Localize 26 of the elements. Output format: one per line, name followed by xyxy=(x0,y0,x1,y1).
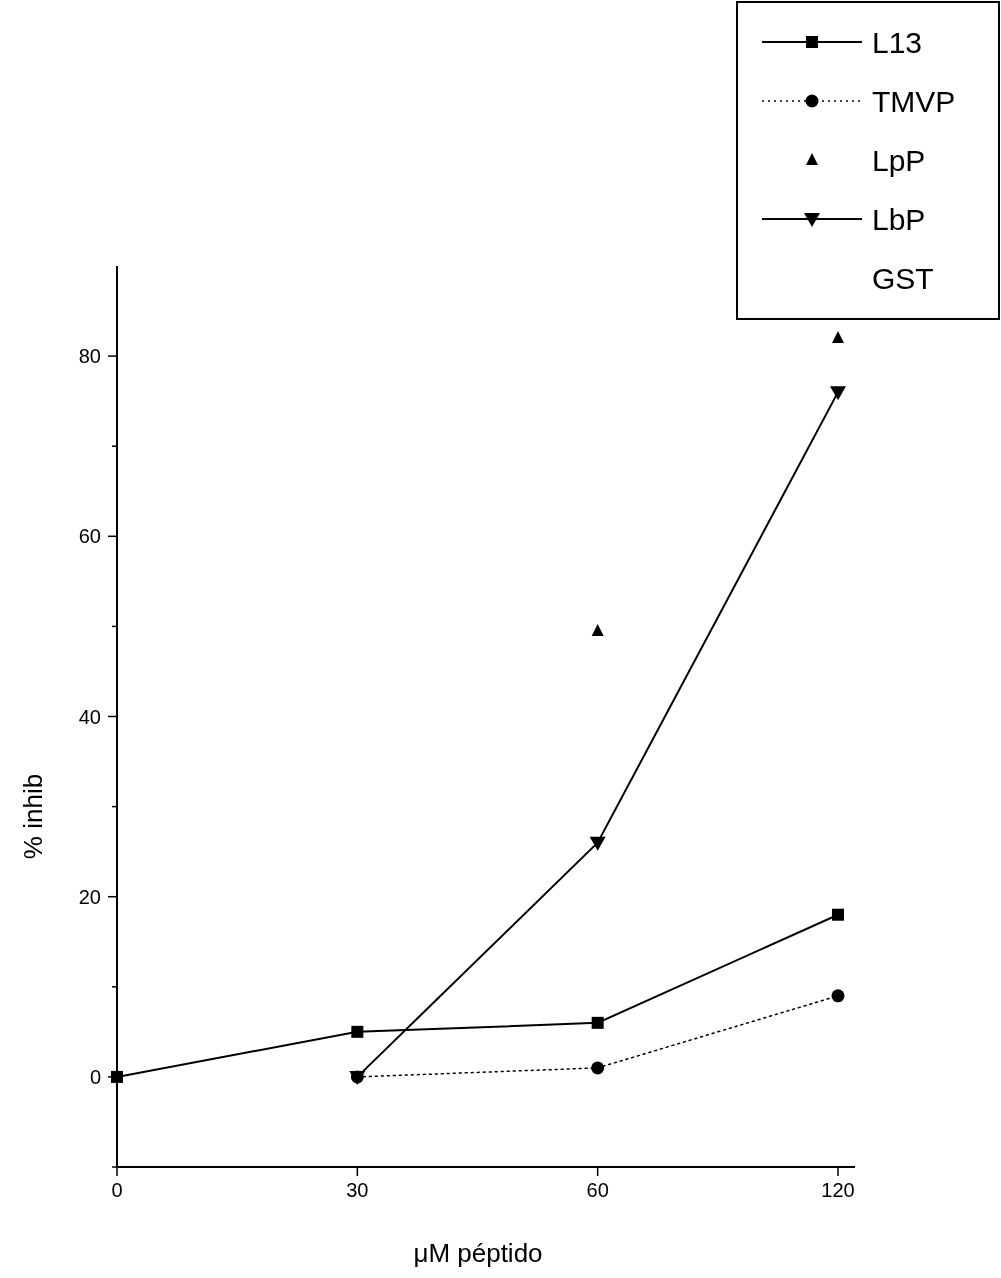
x-tick-label: 60 xyxy=(586,1179,609,1201)
x-tick-label: 120 xyxy=(821,1179,855,1201)
y-tick-label: 40 xyxy=(78,705,101,728)
point xyxy=(351,1025,364,1038)
point xyxy=(589,836,606,851)
y-tick-label: 20 xyxy=(78,885,101,908)
y-axis-title: % inhib xyxy=(18,773,48,860)
legend-label: LbP xyxy=(872,202,926,236)
point xyxy=(591,1016,604,1029)
point xyxy=(831,989,845,1003)
point xyxy=(591,1061,605,1075)
point xyxy=(830,386,846,401)
x-tick-label: 0 xyxy=(111,1179,123,1201)
point xyxy=(832,908,844,921)
text: GST xyxy=(872,261,934,295)
x-tick-label: 30 xyxy=(346,1179,369,1201)
legend-label: L13 xyxy=(872,25,923,59)
legend-label: TMVP xyxy=(872,84,956,118)
point xyxy=(111,1070,123,1083)
legend-label: LpP xyxy=(872,143,926,177)
point xyxy=(591,623,604,636)
y-tick-label: 80 xyxy=(78,345,101,368)
y-tick-label: 0 xyxy=(89,1065,101,1088)
point xyxy=(832,331,844,344)
y-tick-label: 60 xyxy=(78,525,101,548)
x-axis-title: μM péptido xyxy=(413,1238,543,1268)
